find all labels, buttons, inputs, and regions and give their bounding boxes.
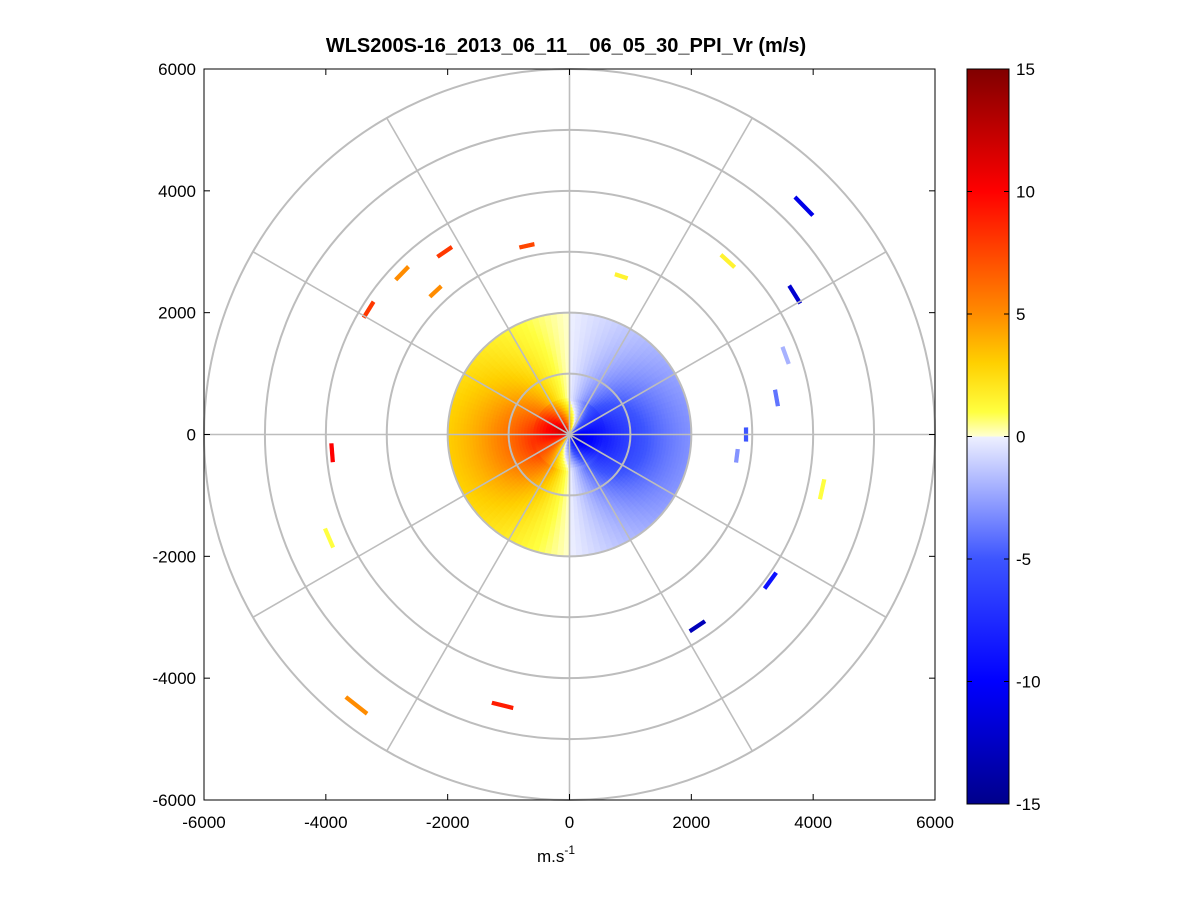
- scan-cell: [569, 321, 576, 326]
- scan-cell: [563, 318, 570, 323]
- scan-cell: [450, 434, 455, 442]
- x-axis-label: m.s-1: [537, 843, 575, 866]
- plot-area: [203, 68, 936, 801]
- scan-cell: [678, 434, 683, 441]
- scan-cell: [569, 330, 576, 335]
- scan-cell: [462, 428, 467, 435]
- colorbar-tick-label: 5: [1016, 305, 1025, 324]
- scan-cell: [462, 434, 467, 441]
- y-tick-label: -2000: [153, 547, 196, 566]
- scan-cell: [569, 546, 576, 551]
- x-tick-label: -6000: [182, 813, 225, 832]
- x-tick-label: 4000: [794, 813, 832, 832]
- colorbar-tick-label: -10: [1016, 673, 1041, 692]
- scan-cell: [569, 540, 576, 545]
- scan-cell: [684, 434, 689, 442]
- scan-cell: [459, 428, 464, 435]
- y-tick-label: 6000: [158, 60, 196, 79]
- scan-cell: [456, 434, 461, 441]
- scan-cell: [672, 428, 677, 435]
- y-tick-label: -4000: [153, 669, 196, 688]
- scan-cell: [459, 434, 464, 441]
- scan-cell: [569, 324, 576, 329]
- y-tick-label: 4000: [158, 182, 196, 201]
- y-tick-label: 2000: [158, 304, 196, 323]
- scan-cell: [569, 537, 576, 542]
- colorbar-tick-label: 0: [1016, 428, 1025, 447]
- scan-cell: [569, 318, 576, 323]
- colorbar: 15 10 5 0 -5 -10 -15: [966, 60, 1041, 814]
- scan-cell: [569, 543, 576, 548]
- scan-cell: [450, 427, 455, 435]
- scan-cell: [563, 327, 570, 332]
- scan-cell: [681, 434, 686, 441]
- x-tick-label: -2000: [426, 813, 469, 832]
- x-tick-label: 2000: [672, 813, 710, 832]
- x-axis-label-exponent: -1: [564, 843, 575, 857]
- scan-cell: [456, 428, 461, 435]
- scan-cell: [563, 321, 570, 326]
- y-tick-label: -6000: [153, 791, 196, 810]
- scan-cell: [675, 434, 680, 441]
- x-tick-label: 0: [565, 813, 574, 832]
- colorbar-gradient: [966, 68, 1010, 805]
- x-axis-label-base: m.s: [537, 847, 564, 866]
- scan-cell: [562, 315, 570, 320]
- scan-cell: [563, 540, 570, 545]
- scan-cell: [453, 434, 458, 441]
- scan-cell: [569, 534, 576, 539]
- scan-cell: [669, 434, 674, 441]
- colorbar-tick-label: -15: [1016, 795, 1041, 814]
- scan-cell: [569, 315, 577, 320]
- scan-cell: [465, 434, 470, 441]
- scan-cell: [678, 428, 683, 435]
- scan-cell: [453, 428, 458, 435]
- scan-cell: [563, 534, 570, 539]
- scan-cell: [563, 546, 570, 551]
- scan-cell: [672, 434, 677, 441]
- scan-cell: [563, 330, 570, 335]
- scan-cell: [569, 549, 577, 554]
- colorbar-tick-label: -5: [1016, 550, 1031, 569]
- scan-cell: [669, 428, 674, 435]
- y-tick-label: 0: [187, 426, 196, 445]
- x-tick-label: 6000: [916, 813, 954, 832]
- colorbar-tick-label: 15: [1016, 60, 1035, 79]
- scan-cell: [681, 428, 686, 435]
- scan-cell: [563, 324, 570, 329]
- scan-cell: [569, 327, 576, 332]
- scan-cell: [562, 549, 570, 554]
- x-tick-label: -4000: [304, 813, 347, 832]
- scan-cell: [465, 428, 470, 435]
- scan-cell: [684, 427, 689, 435]
- chart-title: WLS200S-16_2013_06_11__06_05_30_PPI_Vr (…: [326, 35, 806, 57]
- scan-cell: [563, 537, 570, 542]
- colorbar-tick-label: 10: [1016, 183, 1035, 202]
- scan-cell: [675, 428, 680, 435]
- scan-cell: [563, 543, 570, 548]
